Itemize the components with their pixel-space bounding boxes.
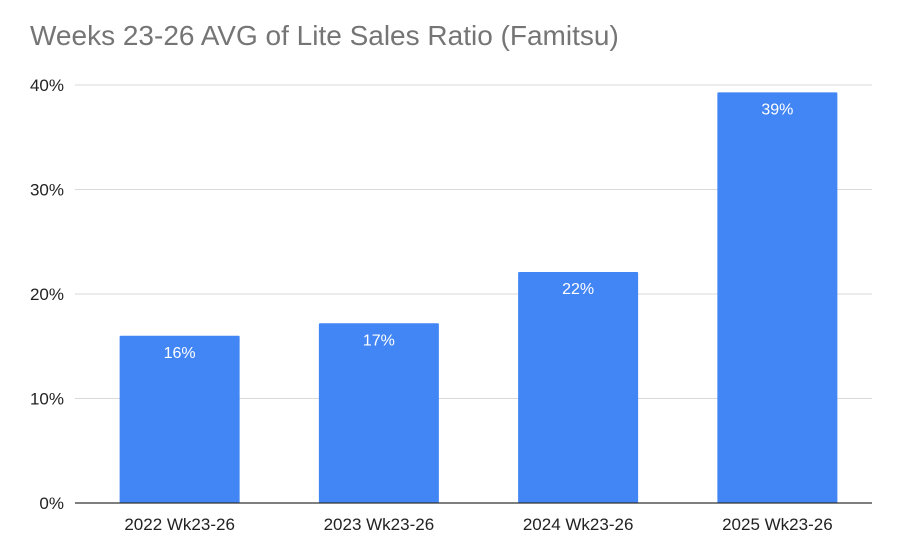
x-tick-label: 2024 Wk23-26 [523,515,634,534]
y-tick-label: 20% [30,285,64,304]
data-label: 16% [164,345,196,362]
y-tick-label: 40% [30,76,64,95]
bar [518,272,638,503]
x-axis-ticks: 2022 Wk23-26 2023 Wk23-26 2024 Wk23-26 2025… [124,515,832,534]
bars [120,92,838,503]
x-tick-label: 2023 Wk23-26 [324,515,435,534]
data-label: 39% [761,101,793,118]
bar [717,92,837,503]
y-tick-label: 10% [30,390,64,409]
data-label: 17% [363,332,395,349]
y-tick-label: 30% [30,181,64,200]
bar [319,323,439,503]
y-axis-ticks: 0% 10% 20% 30% 40% [30,76,64,513]
data-labels: 16% 17% 22% 39% [164,101,794,361]
y-tick-label: 0% [39,494,64,513]
data-label: 22% [562,281,594,298]
x-tick-label: 2025 Wk23-26 [722,515,833,534]
x-tick-label: 2022 Wk23-26 [124,515,235,534]
